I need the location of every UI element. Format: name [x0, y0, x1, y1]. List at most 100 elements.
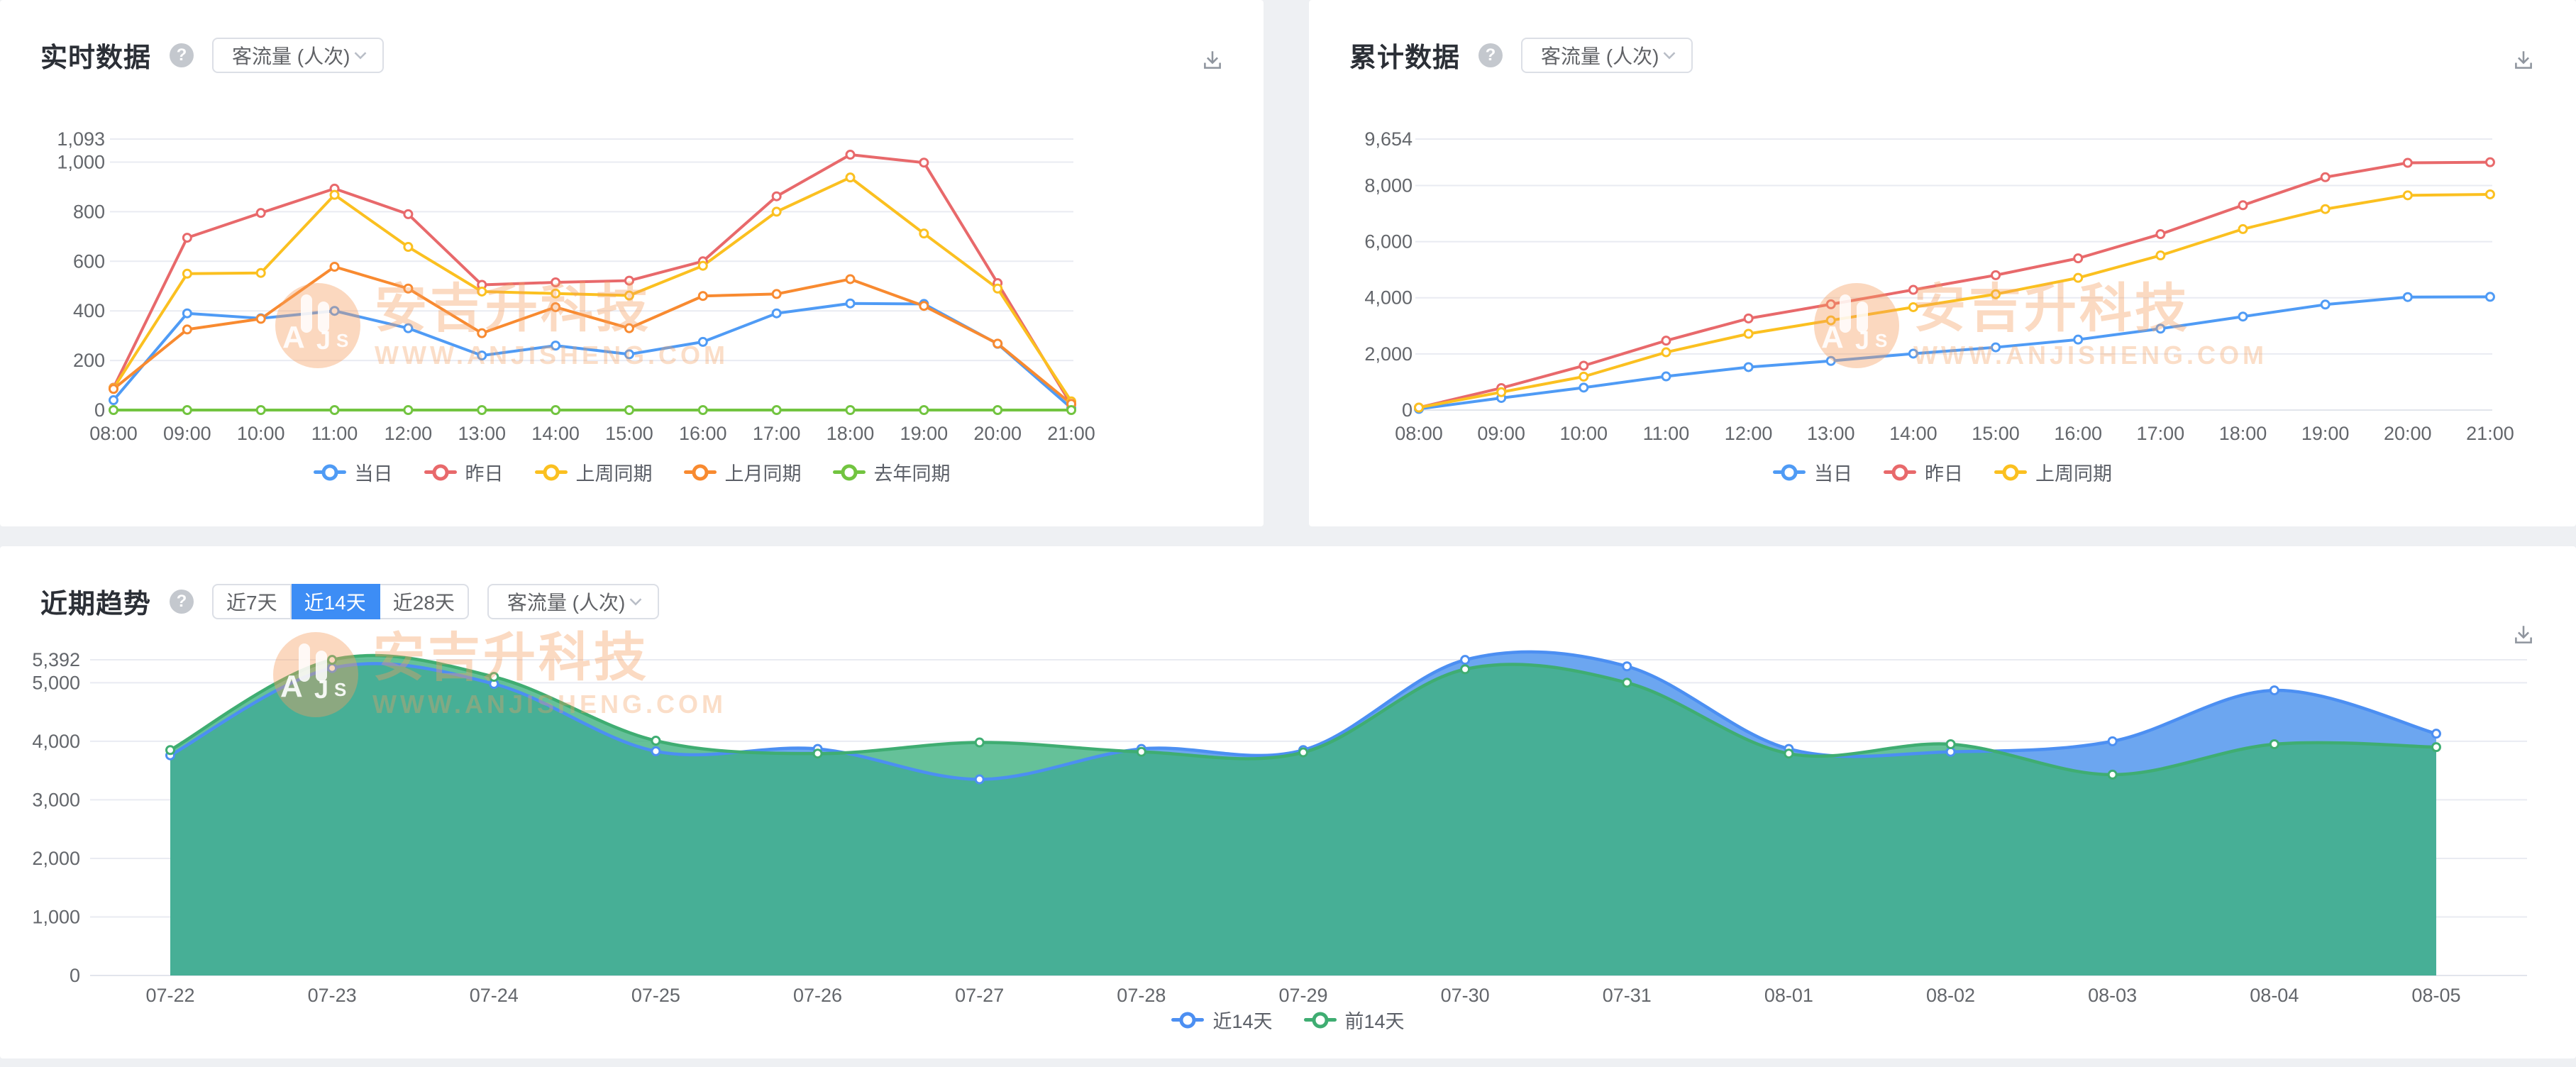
- point-marker: [551, 277, 561, 288]
- point-marker: [551, 288, 561, 299]
- point-marker: [845, 274, 856, 284]
- x-axis-label: 07-29: [1278, 985, 1327, 1006]
- point-marker: [2155, 250, 2166, 261]
- point-marker: [1908, 284, 1918, 295]
- legend-marker-icon: [832, 464, 866, 480]
- y-axis-label: 9,654: [1364, 128, 1413, 150]
- point-marker: [624, 405, 634, 415]
- point-marker: [2431, 742, 2441, 753]
- point-marker: [182, 268, 192, 279]
- y-axis-label: 8,000: [1364, 175, 1413, 196]
- trend-card-title: 近期趋势: [40, 590, 152, 619]
- line-上周同期: [112, 176, 1073, 402]
- line-昨日: [112, 153, 1073, 406]
- x-axis-label: 20:00: [2384, 423, 2432, 444]
- point-marker: [327, 655, 338, 665]
- legend-item-当日[interactable]: 当日: [313, 458, 393, 486]
- range-segmented-control: 近7天 近14天 近28天: [212, 583, 469, 619]
- x-axis-label: 09:00: [163, 423, 211, 444]
- chevron-down-icon: [350, 45, 371, 66]
- point-marker: [974, 737, 985, 748]
- legend-marker-icon: [313, 464, 346, 480]
- legend-item-近14天[interactable]: 近14天: [1171, 1006, 1273, 1034]
- x-axis-label: 18:00: [827, 423, 875, 444]
- legend-item-上月同期[interactable]: 上月同期: [683, 458, 802, 486]
- metric-select-value: 客流量 (人次): [232, 45, 350, 67]
- x-axis-label: 21:00: [2466, 423, 2514, 444]
- x-axis-label: 16:00: [2054, 423, 2102, 444]
- point-marker: [697, 405, 708, 415]
- point-marker: [327, 663, 338, 673]
- y-axis-label: 5,000: [32, 672, 80, 693]
- point-marker: [1743, 313, 1754, 324]
- point-marker: [2269, 685, 2279, 696]
- x-axis-label: 07-24: [470, 985, 519, 1006]
- point-marker: [1991, 342, 2001, 353]
- trend-card-header: 近期趋势 ? 近7天 近14天 近28天 客流量 (人次): [40, 582, 660, 621]
- download-icon[interactable]: [2508, 45, 2539, 77]
- metric-select[interactable]: 客流量 (人次): [212, 37, 385, 73]
- point-marker: [1908, 348, 1918, 359]
- x-axis-label: 12:00: [1725, 423, 1773, 444]
- x-axis-label: 07-22: [145, 985, 194, 1006]
- point-marker: [551, 302, 561, 312]
- point-marker: [2484, 189, 2495, 199]
- y-axis-label: 0: [70, 965, 80, 986]
- metric-select[interactable]: 客流量 (人次): [1521, 37, 1693, 73]
- point-marker: [2073, 253, 2084, 264]
- help-icon[interactable]: ?: [170, 43, 194, 67]
- range-button-7d[interactable]: 近7天: [212, 583, 292, 619]
- range-button-28d[interactable]: 近28天: [380, 583, 469, 619]
- point-marker: [182, 233, 192, 243]
- legend-marker-icon: [1171, 1012, 1205, 1028]
- x-axis-label: 17:00: [753, 423, 801, 444]
- point-marker: [551, 405, 561, 415]
- point-marker: [624, 275, 634, 286]
- point-marker: [845, 405, 856, 415]
- legend-item-上周同期[interactable]: 上周同期: [534, 458, 653, 486]
- y-axis-label: 1,000: [57, 152, 105, 173]
- point-marker: [2107, 736, 2118, 746]
- legend-item-昨日[interactable]: 昨日: [1884, 458, 1963, 486]
- point-marker: [974, 774, 985, 785]
- legend-item-前14天[interactable]: 前14天: [1303, 1006, 1405, 1034]
- point-marker: [255, 314, 266, 324]
- point-marker: [165, 745, 175, 756]
- download-icon[interactable]: [1197, 45, 1228, 77]
- point-marker: [1991, 270, 2001, 280]
- legend-item-上周同期[interactable]: 上周同期: [1994, 458, 2112, 486]
- realtime-chart-legend: 当日 昨日 上周同期 上月同期 去年同期: [0, 458, 1264, 486]
- x-axis-label: 11:00: [1643, 423, 1690, 444]
- download-icon[interactable]: [2508, 620, 2539, 651]
- legend-item-去年同期[interactable]: 去年同期: [832, 458, 951, 486]
- point-marker: [477, 286, 487, 297]
- point-marker: [329, 261, 340, 272]
- point-marker: [255, 267, 266, 278]
- point-marker: [1945, 739, 1956, 750]
- point-marker: [993, 283, 1003, 294]
- legend-item-当日[interactable]: 当日: [1773, 458, 1852, 486]
- range-button-14d[interactable]: 近14天: [291, 583, 380, 619]
- point-marker: [109, 405, 118, 415]
- help-icon[interactable]: ?: [1478, 43, 1503, 67]
- point-marker: [403, 323, 414, 333]
- point-marker: [2107, 769, 2118, 780]
- line-上月同期: [112, 265, 1073, 405]
- point-marker: [993, 405, 1003, 415]
- legend-item-昨日[interactable]: 昨日: [424, 458, 504, 486]
- x-axis-label: 08-04: [2250, 985, 2299, 1006]
- x-axis-label: 08-01: [1764, 985, 1813, 1006]
- point-marker: [771, 289, 782, 299]
- help-icon[interactable]: ?: [170, 589, 194, 614]
- point-marker: [477, 350, 487, 361]
- point-marker: [1579, 360, 1589, 371]
- x-axis-label: 07-27: [955, 985, 1004, 1006]
- metric-select[interactable]: 客流量 (人次): [487, 583, 660, 619]
- metric-select-value: 客流量 (人次): [1541, 45, 1659, 67]
- x-axis-label: 19:00: [2301, 423, 2350, 444]
- point-marker: [919, 405, 929, 415]
- x-axis-label: 17:00: [2137, 423, 2185, 444]
- y-axis-label: 4,000: [32, 731, 80, 752]
